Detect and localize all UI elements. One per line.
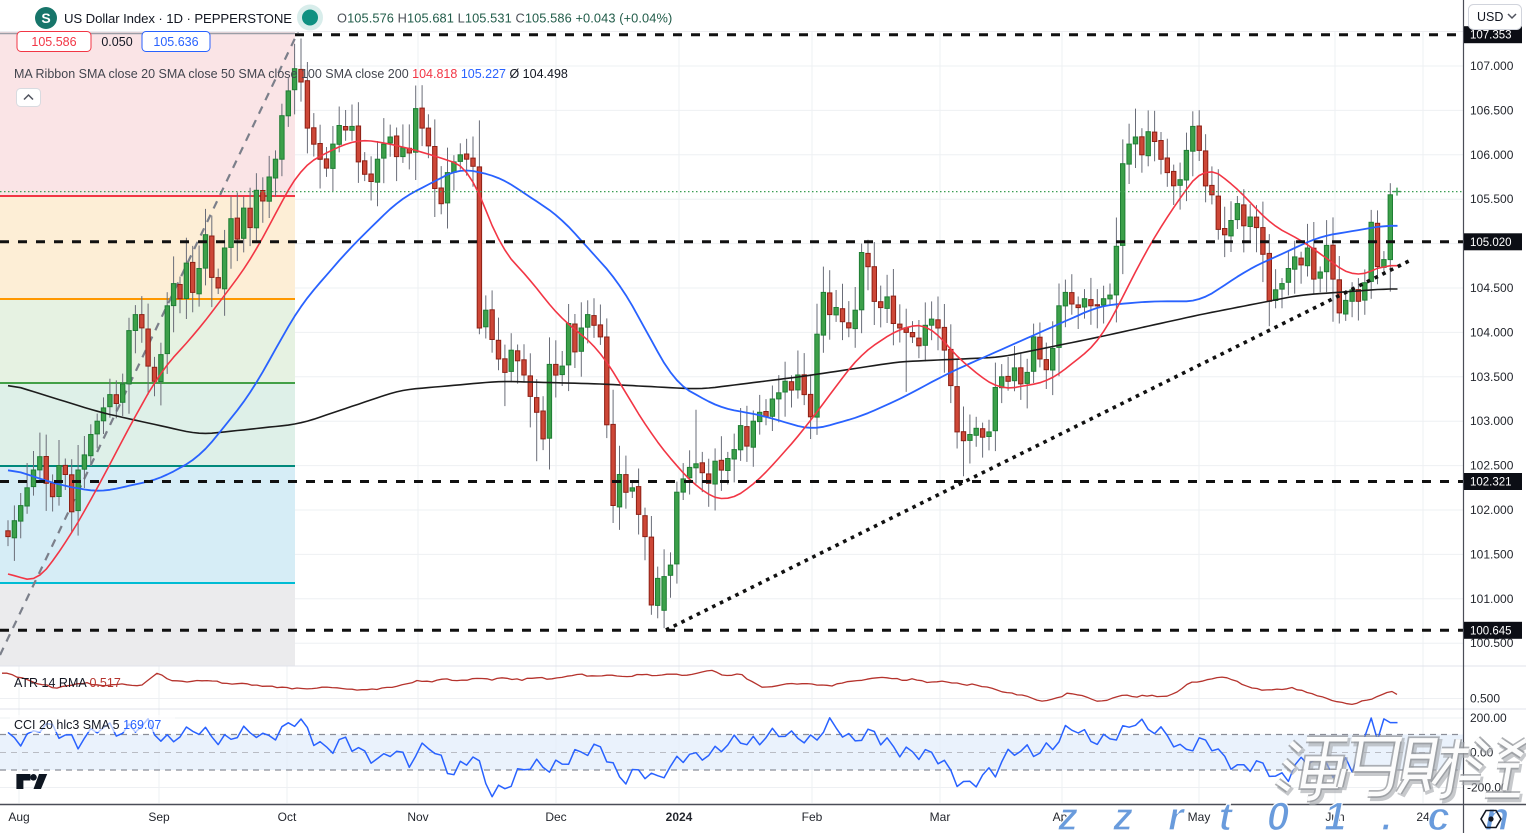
svg-text:Mar: Mar <box>930 810 951 824</box>
svg-text:200.00: 200.00 <box>1470 711 1507 725</box>
svg-text:102.000: 102.000 <box>1470 503 1514 517</box>
svg-text:Feb: Feb <box>802 810 823 824</box>
svg-text:106.000: 106.000 <box>1470 148 1514 162</box>
svg-text:zzrt01.cn: zzrt01.cn <box>1057 795 1526 833</box>
svg-text:2024: 2024 <box>666 810 693 824</box>
svg-text:105.586: 105.586 <box>31 35 76 49</box>
svg-text:MA Ribbon SMA close 20 SMA clo: MA Ribbon SMA close 20 SMA close 50 SMA … <box>14 67 568 81</box>
svg-text:ATR 14 RMA 0.517: ATR 14 RMA 0.517 <box>14 676 121 690</box>
svg-text:Oct: Oct <box>278 810 297 824</box>
svg-text:105.500: 105.500 <box>1470 192 1514 206</box>
svg-text:101.000: 101.000 <box>1470 592 1514 606</box>
svg-text:105.636: 105.636 <box>153 35 198 49</box>
svg-text:US Dollar Index · 1D · PEPPERS: US Dollar Index · 1D · PEPPERSTONE <box>64 11 292 26</box>
svg-text:106.500: 106.500 <box>1470 103 1514 117</box>
svg-text:102.321: 102.321 <box>1470 477 1512 489</box>
svg-text:107.353: 107.353 <box>1470 30 1512 42</box>
svg-text:Jun: Jun <box>1325 810 1344 824</box>
svg-text:O105.576 H105.681 L105.531: O105.576 H105.681 L105.531 C105.586 +0.0… <box>337 11 672 26</box>
svg-text:Nov: Nov <box>407 810 428 824</box>
svg-text:100.645: 100.645 <box>1470 625 1512 637</box>
svg-text:102.500: 102.500 <box>1470 459 1514 473</box>
svg-text:Aug: Aug <box>8 810 29 824</box>
svg-text:Apr: Apr <box>1053 810 1072 824</box>
svg-text:104.000: 104.000 <box>1470 325 1514 339</box>
svg-text:100.500: 100.500 <box>1470 636 1514 650</box>
svg-text:103.500: 103.500 <box>1470 370 1514 384</box>
svg-text:105.020: 105.020 <box>1470 237 1512 249</box>
svg-text:24: 24 <box>1416 810 1430 824</box>
svg-text:103.000: 103.000 <box>1470 414 1514 428</box>
svg-text:USD: USD <box>1477 10 1503 24</box>
svg-text:Sep: Sep <box>148 810 170 824</box>
svg-text:0.500: 0.500 <box>1470 692 1500 706</box>
svg-text:S: S <box>41 10 50 26</box>
svg-text:101.500: 101.500 <box>1470 547 1514 561</box>
svg-text:May: May <box>1188 810 1211 824</box>
svg-text:0.050: 0.050 <box>101 35 132 49</box>
svg-text:Dec: Dec <box>545 810 566 824</box>
svg-text:104.500: 104.500 <box>1470 281 1514 295</box>
svg-text:CCI 20 hlc3 SMA 5 169.07: CCI 20 hlc3 SMA 5 169.07 <box>14 718 161 732</box>
svg-text:107.000: 107.000 <box>1470 59 1514 73</box>
